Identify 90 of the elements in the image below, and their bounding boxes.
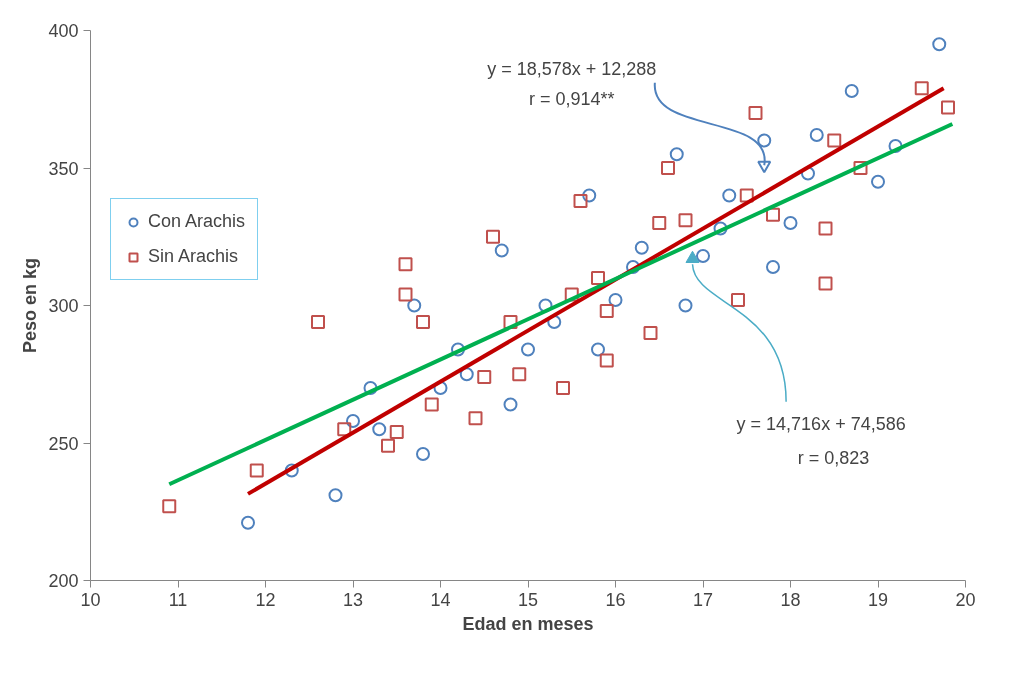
x-tick-label: 15 [517, 589, 539, 610]
x-tick-label: 19 [867, 589, 889, 610]
point [363, 381, 378, 395]
point [661, 161, 675, 175]
point [407, 298, 422, 313]
point [389, 425, 404, 439]
point [591, 271, 605, 285]
point [634, 240, 649, 255]
point [416, 447, 430, 461]
point [713, 221, 728, 236]
annotation: y = 14,716x + 74,586 [736, 413, 906, 434]
x-tick-label: 13 [342, 589, 364, 610]
x-axis-title: Edad en meses [462, 613, 594, 634]
annotation: r = 0,914** [528, 89, 615, 110]
y-tick-label: 200 [48, 571, 79, 591]
point [818, 221, 833, 236]
x-tick-label: 14 [430, 589, 451, 610]
x-tick-label: 12 [255, 589, 276, 610]
point [468, 411, 483, 426]
point [398, 287, 413, 302]
point [766, 260, 780, 274]
point [459, 367, 474, 382]
y-axis-title: Peso en kg [20, 257, 41, 354]
legend-label: Sin Arachis [148, 246, 239, 267]
point [328, 488, 343, 503]
point [669, 147, 684, 162]
point [853, 161, 868, 175]
point [757, 133, 772, 148]
point [311, 315, 325, 329]
point [337, 422, 352, 437]
point [241, 515, 255, 530]
point [398, 257, 413, 272]
point [564, 287, 579, 302]
point [678, 213, 693, 228]
point [249, 463, 264, 478]
point [914, 81, 929, 96]
point [346, 414, 360, 428]
point [451, 342, 465, 357]
point [486, 229, 500, 244]
x-tick-label: 20 [955, 589, 976, 610]
x-tick-label: 11 [168, 589, 188, 610]
point [871, 174, 885, 189]
point [818, 276, 833, 291]
x-tick-label: 18 [780, 589, 801, 610]
point [503, 397, 518, 412]
point [739, 188, 754, 203]
point [424, 397, 439, 412]
annotation: y = 18,578x + 12,288 [487, 59, 657, 79]
point [678, 298, 693, 313]
point [494, 243, 509, 258]
point [608, 293, 623, 307]
point [599, 304, 614, 318]
y-tick-label: 350 [48, 158, 79, 179]
point [477, 370, 492, 384]
point [827, 133, 842, 148]
point [932, 37, 947, 52]
point [731, 293, 745, 307]
x-tick-label: 16 [605, 589, 626, 610]
point [416, 315, 430, 329]
point [941, 100, 955, 115]
point [162, 499, 177, 514]
x-tick-label: 17 [692, 589, 714, 610]
point [512, 367, 527, 382]
point [783, 216, 798, 230]
point [582, 188, 597, 203]
point [547, 315, 562, 329]
point [809, 128, 824, 142]
y-tick-label: 300 [48, 296, 79, 316]
point [643, 326, 658, 340]
point [503, 315, 518, 329]
point [599, 353, 614, 368]
point [696, 249, 710, 263]
y-tick-label: 400 [48, 21, 79, 41]
x-tick-label: 10 [80, 589, 101, 610]
point [722, 188, 737, 203]
point [591, 342, 605, 357]
point [652, 216, 667, 230]
point [556, 381, 570, 395]
point [573, 194, 588, 208]
point [766, 207, 780, 222]
y-tick-label: 250 [48, 433, 79, 454]
point [372, 422, 387, 437]
point [888, 139, 903, 153]
point [521, 342, 535, 357]
point [381, 438, 395, 453]
point [748, 106, 763, 120]
point [284, 463, 299, 478]
point [844, 84, 859, 98]
legend-label: Con Arachis [148, 211, 246, 232]
annotation: r = 0,823 [797, 448, 870, 469]
